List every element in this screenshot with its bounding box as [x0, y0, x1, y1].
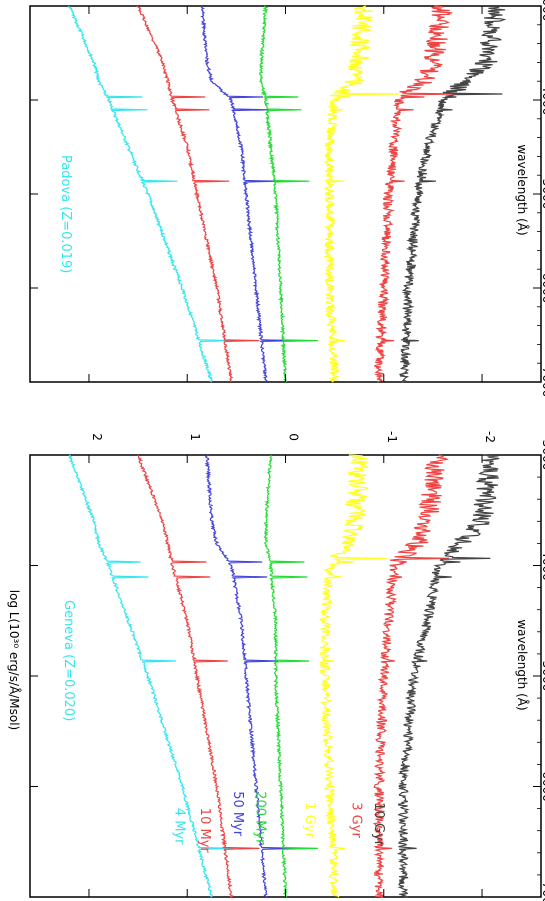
- x-tick-label: 4000: [540, 85, 545, 116]
- series-label: 4 Myr: [171, 808, 186, 845]
- series-line: [137, 454, 260, 898]
- y-tick-label-group: -1: [385, 431, 399, 443]
- x-tick-label: 7000: [540, 882, 545, 901]
- series-line: [318, 454, 387, 898]
- plot-frame: [29, 454, 542, 898]
- x-axis-label: wavelength (Å): [515, 619, 530, 710]
- series-line: [204, 454, 297, 898]
- series-label-group: 200 Myr: [252, 791, 267, 845]
- labels-layer: 4 Myr 10 Myr 50 Myr 200 Myr 1 Gyr 3 Gyr 10 Gyr: [171, 791, 385, 853]
- y-tick-label: 0: [287, 433, 301, 441]
- x-tick-label: 3000: [540, 0, 545, 21]
- series-label-group: 10 Gyr: [371, 802, 386, 846]
- panel-geneva: -2 -1 0 1 2 3000 4000 5000 6000 7000 4 Myr 10 Myr 5…: [7, 431, 545, 901]
- y-tick-label: -2: [483, 431, 497, 443]
- series-line: [263, 454, 319, 898]
- series-label-group: 3 Gyr: [348, 802, 363, 838]
- series-line: [399, 5, 507, 383]
- series-line: [67, 454, 234, 898]
- series-line: [68, 5, 234, 383]
- y-tick-label: 2: [90, 433, 104, 441]
- series-label-group: 1 Gyr: [302, 802, 317, 838]
- series-label-group: 50 Myr: [230, 791, 245, 837]
- series-label: 200 Myr: [252, 791, 267, 845]
- y-tick-label: -1: [385, 431, 399, 443]
- series-label-group: 10 Myr: [197, 808, 212, 854]
- y-tick-label: 1: [188, 433, 202, 441]
- x-tick-label: 7000: [540, 367, 545, 398]
- x-tick-label-group: 7000: [540, 367, 545, 398]
- series-label: 10 Myr: [197, 808, 212, 854]
- chart-title: Padova (Z=0.019): [58, 155, 73, 273]
- x-tick-label-group: 5000: [540, 179, 545, 210]
- x-axis-label: wavelength (Å): [515, 144, 530, 235]
- series-line: [258, 5, 319, 383]
- x-tick-label: 3000: [540, 440, 545, 471]
- x-tick-label-group: 5000: [540, 661, 545, 692]
- x-tick-label: 5000: [540, 661, 545, 692]
- x-tick-label-group: 7000: [540, 882, 545, 901]
- x-tick-label-group: 3000: [540, 440, 545, 471]
- y-tick-label-group: 2: [90, 433, 104, 441]
- x-tick-label-group: 6000: [540, 273, 545, 304]
- x-tick-label-group: 4000: [540, 85, 545, 116]
- series-layer: [68, 5, 507, 383]
- series-line: [323, 5, 399, 383]
- y-tick-label-group: -2: [483, 431, 497, 443]
- series-line: [373, 5, 462, 383]
- x-tick-label-group: 4000: [540, 550, 545, 581]
- y-axis-label: log L(10³⁰ erg/s/Å/Msol): [7, 590, 22, 730]
- series-label-group: 4 Myr: [171, 808, 186, 845]
- x-tick-label-group: 6000: [540, 771, 545, 802]
- x-tick-label-group: 3000: [540, 0, 545, 21]
- x-tick-label: 4000: [540, 550, 545, 581]
- series-layer: [67, 454, 500, 898]
- chart-title: Geneva (Z=0.020): [61, 600, 76, 721]
- series-label: 10 Gyr: [371, 802, 386, 846]
- x-tick-label: 6000: [540, 273, 545, 304]
- y-tick-label-group: 1: [188, 433, 202, 441]
- series-label: 3 Gyr: [348, 802, 363, 838]
- series-line: [372, 454, 450, 898]
- x-tick-label: 6000: [540, 771, 545, 802]
- y-tick-label-group: 0: [287, 433, 301, 441]
- plot-frame: [29, 5, 542, 383]
- ticks-layer: -2 -1 0 1 2 3000 4000 5000 6000 7000: [30, 431, 545, 901]
- series-line: [200, 5, 297, 383]
- x-tick-label: 5000: [540, 179, 545, 210]
- series-label: 1 Gyr: [302, 802, 317, 838]
- series-line: [136, 5, 260, 383]
- series-label: 50 Myr: [230, 791, 245, 837]
- series-line: [396, 454, 500, 898]
